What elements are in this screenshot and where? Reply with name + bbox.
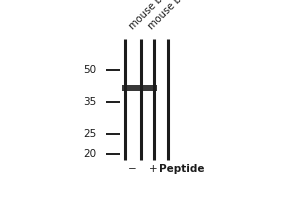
Text: mouse brain: mouse brain <box>147 0 198 31</box>
Text: 20: 20 <box>84 149 97 159</box>
Text: 35: 35 <box>83 97 97 107</box>
Text: 50: 50 <box>84 65 97 75</box>
Text: Peptide: Peptide <box>159 164 204 174</box>
Text: −: − <box>128 164 137 174</box>
Bar <box>122 85 157 91</box>
Text: +: + <box>149 164 158 174</box>
Text: 25: 25 <box>83 129 97 139</box>
Text: mouse brain: mouse brain <box>127 0 178 31</box>
